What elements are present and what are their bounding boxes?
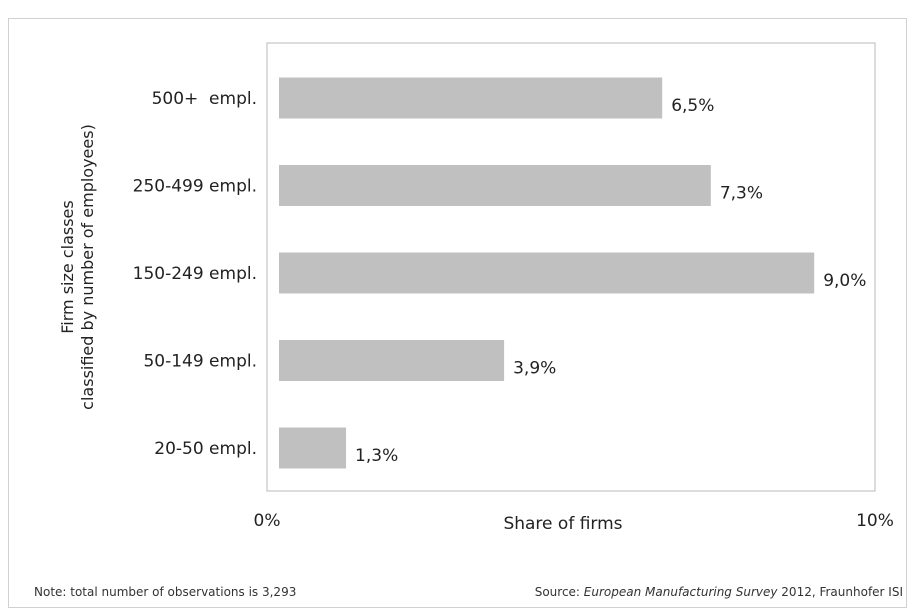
plot-area xyxy=(266,42,876,492)
value-label: 1,3% xyxy=(355,446,398,466)
category-label: 500+ empl. xyxy=(152,89,257,109)
value-label: 6,5% xyxy=(671,96,714,116)
source-prefix: Source: xyxy=(534,585,584,599)
source-citation: Source: European Manufacturing Survey 20… xyxy=(535,585,903,599)
y-axis-title-line1: Firm size classes xyxy=(58,200,77,333)
category-labels-group: 500+ empl. 250-499 empl. 150-249 empl. 50-1… xyxy=(133,89,257,459)
value-label: 3,9% xyxy=(513,359,556,379)
category-label: 50-149 empl. xyxy=(143,352,257,372)
x-tick-label-min: 0% xyxy=(254,511,281,531)
category-label: 250-499 empl. xyxy=(133,177,257,197)
value-label: 7,3% xyxy=(720,184,763,204)
source-title: European Manufacturing Survey xyxy=(583,585,778,599)
bar xyxy=(279,340,505,381)
x-axis-title: Share of firms xyxy=(503,514,622,534)
y-axis-title-line2: classified by number of employees) xyxy=(78,124,97,410)
y-axis-title: Firm size classes classified by number o… xyxy=(58,124,97,410)
category-label: 150-249 empl. xyxy=(133,264,257,284)
bar xyxy=(279,427,347,469)
footnote: Note: total number of observations is 3,… xyxy=(34,585,297,599)
x-tick-label-max: 10% xyxy=(856,511,894,531)
value-labels-group: 6,5% 7,3% 9,0% 3,9% 1,3% xyxy=(355,96,866,466)
bar xyxy=(279,165,711,206)
category-label: 20-50 empl. xyxy=(154,439,257,459)
value-label: 9,0% xyxy=(823,271,866,291)
bars-group xyxy=(279,77,815,469)
bar xyxy=(279,77,663,119)
bar xyxy=(279,252,815,294)
source-suffix: 2012, Fraunhofer ISI xyxy=(777,585,903,599)
